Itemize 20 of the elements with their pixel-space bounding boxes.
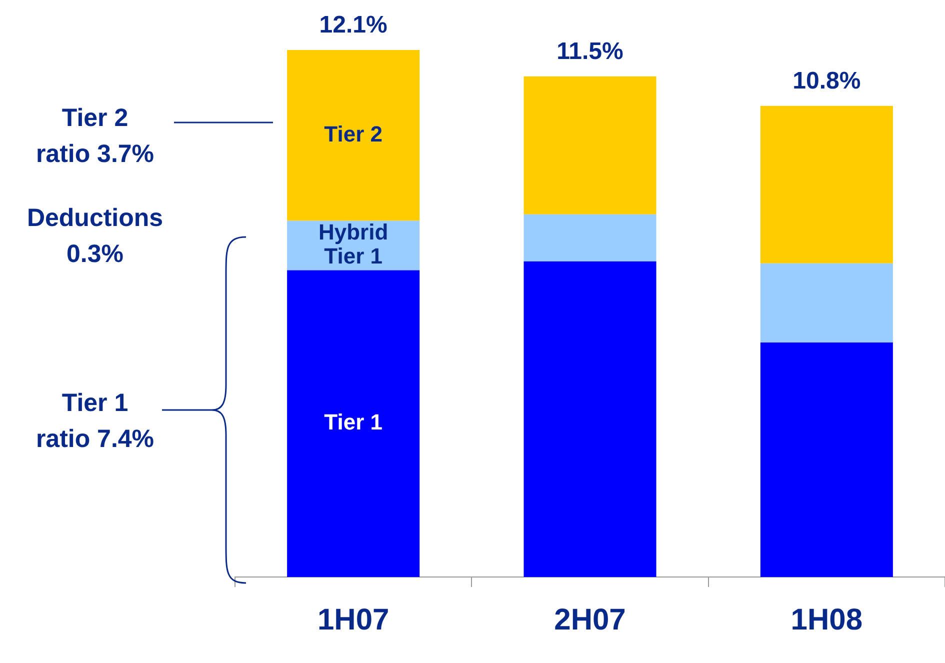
x-tick-label: 2H07 [554, 603, 626, 636]
text: Tier 1 ratio 7.4% [34, 388, 156, 455]
annotation: 12.1% [319, 12, 388, 39]
bar [524, 261, 656, 577]
series-label: Tier 2 [324, 121, 382, 146]
bar [760, 263, 893, 342]
bar [524, 214, 656, 262]
series-label: Hybrid Tier 1 [318, 220, 388, 269]
annotation: 10.8% [792, 67, 861, 94]
bar [760, 342, 893, 577]
text: Tier 2 ratio 3.7% [34, 103, 156, 170]
bar [287, 50, 420, 221]
x-tick-label: 1H07 [317, 603, 390, 636]
x-tick-label: 1H08 [790, 603, 863, 636]
text: Deductions 0.3% [26, 203, 164, 270]
bar [287, 270, 420, 577]
annotation: 11.5% [556, 38, 624, 65]
bar [524, 76, 656, 214]
bar [760, 106, 893, 264]
series-label: Tier 1 [324, 410, 382, 435]
